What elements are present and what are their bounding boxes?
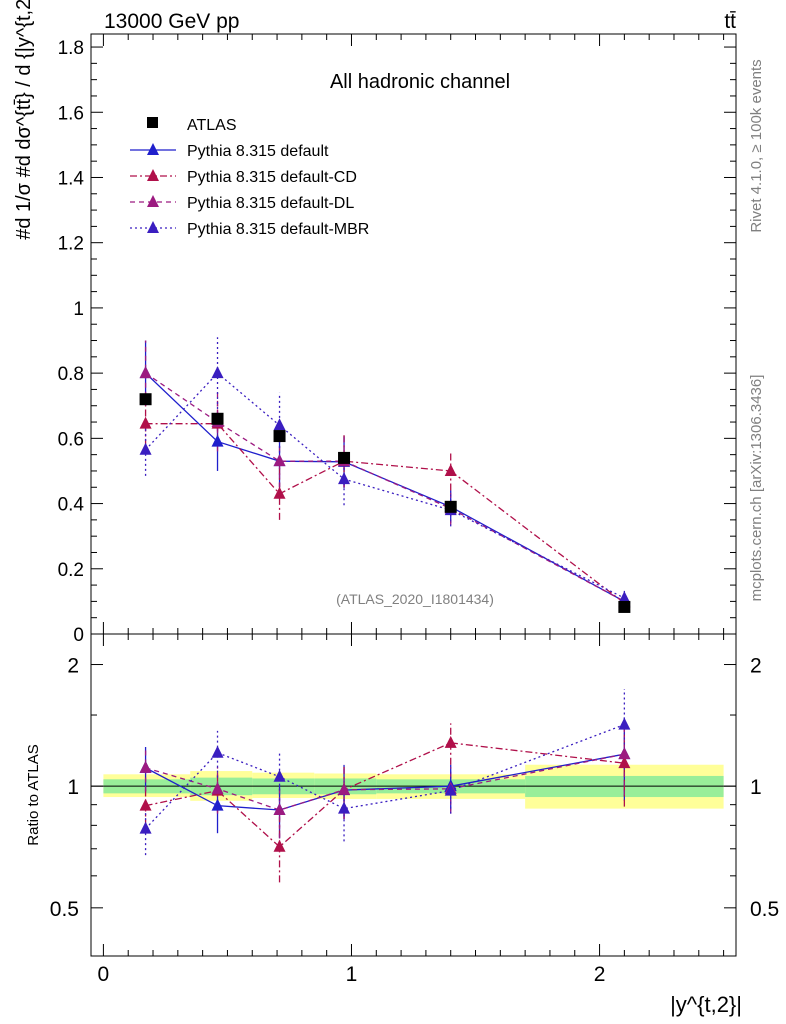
mcplots-label: mcplots.cern.ch [arXiv:1306.3436]: [748, 375, 765, 602]
ratio-point-default-mbr: [444, 783, 457, 796]
mc-point-default-dl: [273, 454, 286, 467]
mc-point-default-cd: [273, 486, 286, 499]
mc-line-default-mbr: [145, 372, 625, 599]
mc-line-default-dl: [145, 372, 625, 602]
x-tick-label: 1: [346, 963, 358, 986]
ratio-line-default-cd: [145, 742, 625, 848]
main-y-tick-label: 0.2: [58, 560, 84, 581]
mc-point-default-mbr: [618, 591, 631, 604]
ratio-y-tick-label: 0.5: [50, 898, 79, 921]
ratio-y-tick-label-right: 1: [750, 776, 762, 799]
main-y-tick-label: 1.4: [58, 168, 85, 189]
mc-point-default-mbr: [139, 442, 152, 455]
mc-point-default-cd: [139, 416, 152, 429]
mc-point-default-mbr: [211, 366, 224, 379]
main-y-tick-label: 0: [73, 625, 84, 646]
ratio-y-tick-label-right: 0.5: [750, 898, 779, 921]
ratio-point-default-cd: [139, 798, 152, 811]
main-y-tick-label: 0.8: [58, 364, 84, 385]
ratio-point-default-mbr: [618, 717, 631, 730]
x-axis-label: |y^{t,2}|: [670, 992, 742, 1017]
legend-label-default: Pythia 8.315 default: [187, 143, 329, 160]
ratio-frame: [90, 633, 737, 957]
ratio-point-default-dl: [338, 782, 351, 795]
mc-point-default-mbr: [273, 418, 286, 431]
legend: ATLAS Pythia 8.315 default Pythia 8.315 …: [130, 117, 369, 238]
legend-label-default-dl: Pythia 8.315 default-DL: [187, 195, 354, 212]
atlas-data-point: [444, 500, 457, 513]
legend-label-default-mbr: Pythia 8.315 default-MBR: [187, 221, 369, 238]
ratio-point-default-dl: [139, 760, 152, 773]
header-energy-label: 13000 GeV pp: [104, 10, 239, 33]
legend-label-atlas: ATLAS: [187, 117, 237, 134]
ratio-panel: 0.5 0.5 1 1 2 2 0 1 2: [50, 633, 779, 986]
main-y-tick-label: 1: [73, 299, 84, 320]
ratio-line-default-dl: [145, 753, 625, 811]
main-y-tick-label: 1.6: [58, 103, 84, 124]
atlas-data-point: [338, 451, 351, 464]
legend-marker-default: [147, 143, 159, 155]
atlas-data-point: [139, 393, 152, 406]
rivet-version-label: Rivet 4.1.0, ≥ 100k events: [748, 59, 765, 232]
mc-point-default: [211, 434, 224, 447]
ratio-y-tick-label-right: 2: [750, 655, 762, 678]
legend-marker-default-cd: [147, 169, 159, 181]
legend-marker-atlas: [147, 117, 158, 128]
ratio-point-default-mbr: [211, 745, 224, 758]
legend-marker-default-mbr: [147, 221, 159, 233]
ratio-point-default-cd: [444, 735, 457, 748]
main-y-tick-label: 0.4: [58, 495, 85, 516]
ratio-y-tick-label: 2: [67, 655, 79, 678]
ratio-point-default: [211, 798, 224, 811]
ratio-y-tick-label: 1: [67, 776, 79, 799]
main-y-tick-label: 0.6: [58, 429, 84, 450]
main-y-tick-label: 1.2: [58, 234, 84, 255]
mc-point-default-dl: [139, 366, 152, 379]
legend-marker-default-dl: [147, 195, 159, 207]
ratio-point-default-mbr: [139, 821, 152, 834]
ratio-point-default-dl: [211, 781, 224, 794]
ratio-point-default-cd: [618, 756, 631, 769]
chart-title: All hadronic channel: [330, 71, 510, 93]
analysis-watermark: (ATLAS_2020_I1801434): [336, 591, 494, 607]
main-y-axis-label: #d 1/σ #d dσ^{tt̄} / d {|y^{t,2}|}: [13, 0, 35, 240]
mc-point-default-cd: [444, 463, 457, 476]
mc-line-default-cd: [145, 423, 625, 604]
x-tick-label: 2: [594, 963, 606, 986]
mc-point-default-mbr: [338, 472, 351, 485]
ratio-point-default-dl: [273, 803, 286, 816]
main-y-tick-label: 1.8: [58, 38, 84, 59]
ratio-y-axis-label: Ratio to ATLAS: [25, 744, 42, 845]
atlas-data-point: [273, 430, 286, 443]
atlas-data-point: [211, 412, 224, 425]
main-y-axis-label-text: #d 1/σ #d dσ^{tt̄} / d {|y^{t,2}|}: [13, 0, 35, 240]
ratio-point-default-mbr: [338, 801, 351, 814]
x-tick-label: 0: [98, 963, 110, 986]
main-panel: 0 0.2 0.4 0.6 0.8 1 1.2 1.4 1.6 1.8: [58, 33, 737, 646]
atlas-data-point: [618, 600, 631, 613]
ratio-point-default-mbr: [273, 769, 286, 782]
ratio-point-default-dl: [618, 747, 631, 760]
ratio-point-default-cd: [273, 839, 286, 852]
header-process-label: tt̄: [724, 10, 736, 33]
legend-label-default-cd: Pythia 8.315 default-CD: [187, 169, 357, 186]
